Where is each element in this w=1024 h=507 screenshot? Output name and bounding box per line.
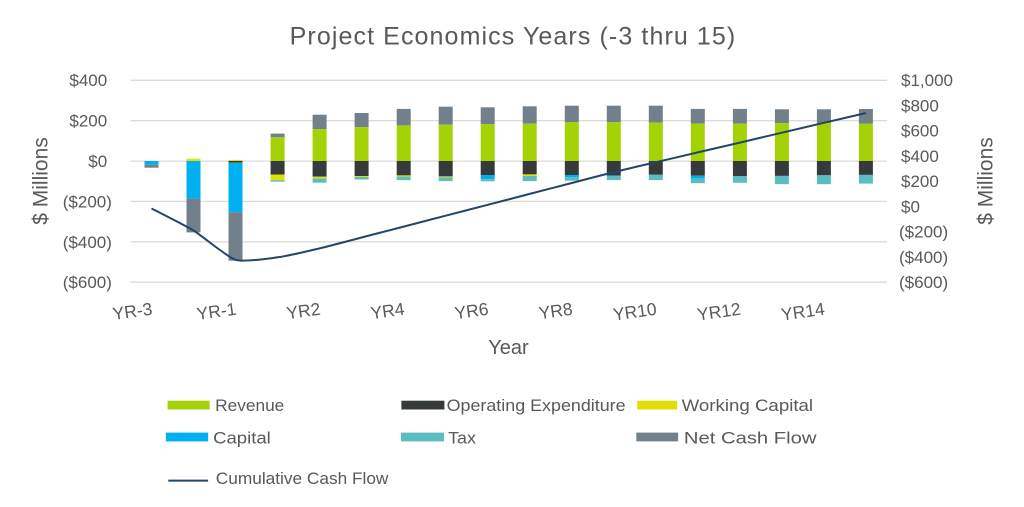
svg-text:$400: $400 [901, 147, 939, 166]
svg-text:($600): ($600) [63, 273, 112, 292]
svg-text:$0: $0 [88, 152, 107, 171]
svg-text:Revenue: Revenue [215, 396, 284, 415]
svg-text:YR4: YR4 [369, 299, 406, 324]
svg-text:Cumulative Cash Flow: Cumulative Cash Flow [216, 469, 389, 488]
svg-text:$800: $800 [901, 97, 939, 116]
svg-text:YR2: YR2 [285, 299, 321, 324]
svg-text:($400): ($400) [899, 248, 948, 267]
svg-text:($200): ($200) [899, 223, 948, 242]
svg-text:YR6: YR6 [453, 299, 489, 324]
svg-text:Net Cash Flow: Net Cash Flow [684, 429, 817, 448]
svg-text:$200: $200 [901, 172, 939, 191]
svg-text:($400): ($400) [63, 233, 112, 252]
svg-text:$0: $0 [901, 197, 920, 216]
svg-text:Working Capital: Working Capital [682, 396, 814, 415]
svg-text:($200): ($200) [63, 192, 112, 211]
svg-text:$600: $600 [901, 122, 939, 141]
svg-text:Capital: Capital [213, 429, 271, 448]
svg-text:$1,000: $1,000 [901, 71, 953, 90]
svg-text:($600): ($600) [899, 273, 948, 292]
svg-text:$ Millions: $ Millions [29, 137, 52, 225]
svg-text:Year: Year [488, 337, 529, 359]
svg-text:$ Millions: $ Millions [974, 137, 997, 225]
svg-text:$200: $200 [69, 112, 107, 131]
svg-text:$400: $400 [69, 71, 107, 90]
svg-text:Tax: Tax [448, 429, 476, 448]
svg-text:YR8: YR8 [537, 299, 573, 324]
svg-text:Project Economics Years (-3 th: Project Economics Years (-3 thru 15) [290, 23, 737, 51]
svg-text:Operating Expenditure: Operating Expenditure [447, 396, 626, 415]
